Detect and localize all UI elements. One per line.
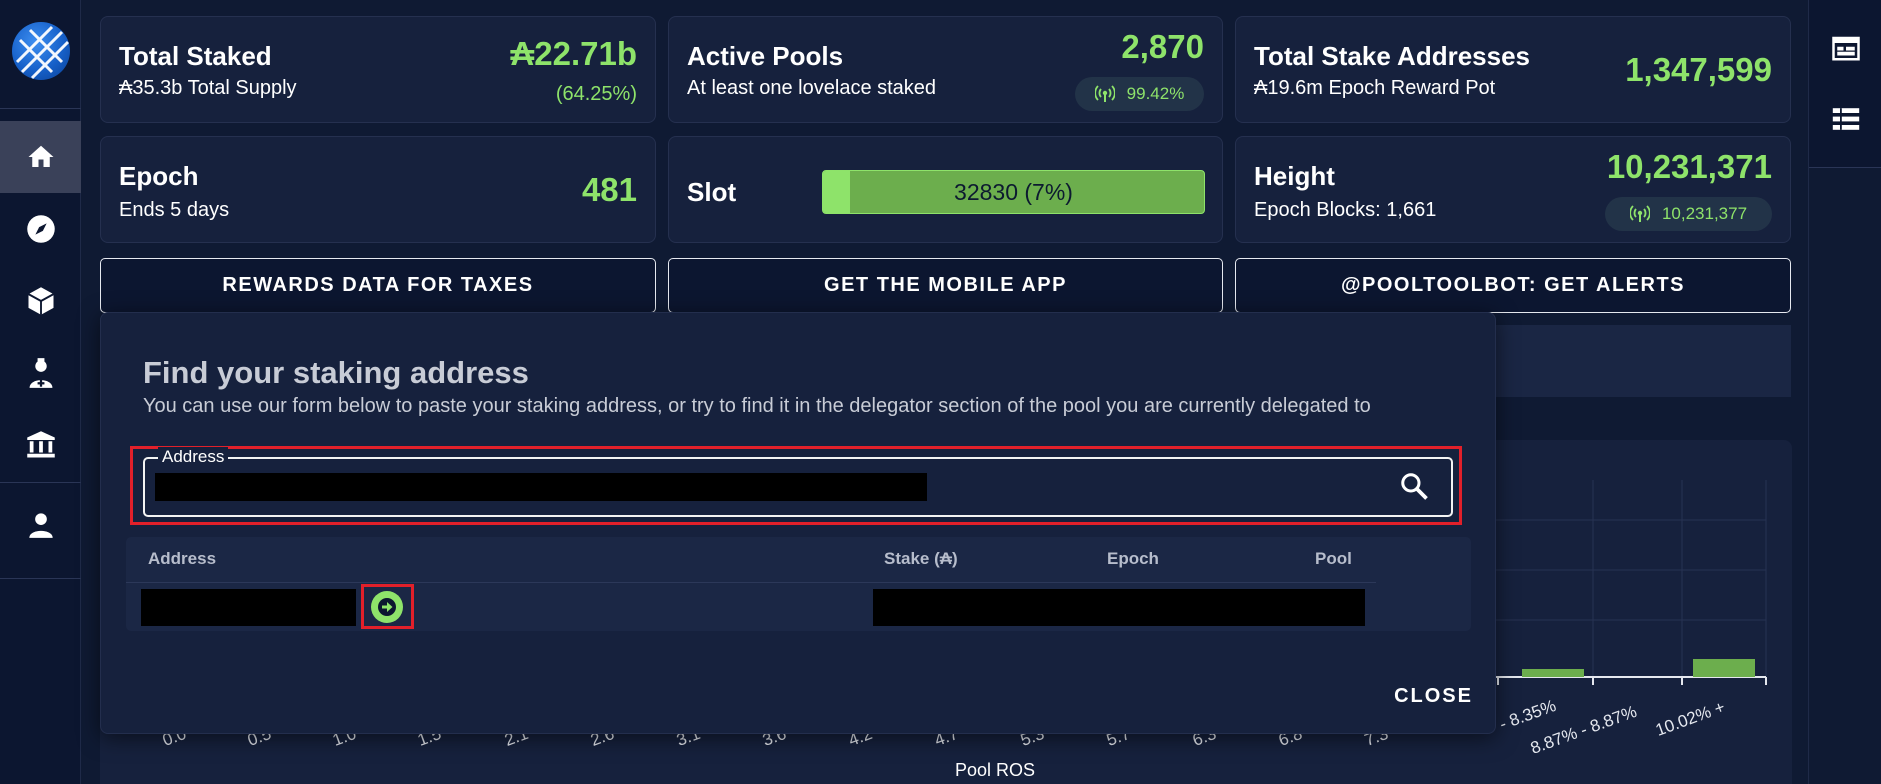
total-staked-pct: (64.25%) (555, 83, 637, 105)
epoch-blocks: Epoch Blocks: 1,661 (1254, 199, 1437, 221)
nav-pools[interactable] (0, 265, 81, 337)
pooltoolbot-alerts-button[interactable]: @POOLTOOLBOT: GET ALERTS (1235, 258, 1791, 313)
slot-progress-fill (823, 171, 850, 213)
chart-bar (1522, 669, 1584, 677)
epoch-title: Epoch (119, 161, 199, 191)
broadcast-icon (1094, 85, 1115, 102)
slot-progress-bar: 32830 (7%) (822, 170, 1205, 214)
nav-health[interactable] (0, 337, 81, 409)
results-table: Address Stake (₳) Epoch Pool (126, 537, 1471, 631)
card-slot: Slot 32830 (7%) (668, 136, 1223, 243)
chart-x-axis-title: Pool ROS (955, 760, 1036, 780)
redacted-row-values (873, 589, 1365, 626)
active-pools-sub: At least one lovelace staked (687, 77, 937, 99)
home-icon (28, 145, 53, 167)
total-supply-label: ₳35.3b Total Supply (119, 77, 297, 99)
calendar-icon[interactable] (1831, 33, 1861, 63)
col-address: Address (148, 549, 217, 568)
epoch-reward-pot: ₳19.6m Epoch Reward Pot (1254, 77, 1496, 99)
broadcast-icon (1629, 205, 1650, 222)
search-icon[interactable] (1399, 471, 1429, 506)
total-staked-value: ₳22.71b (510, 35, 637, 72)
stake-addresses-title: Total Stake Addresses (1254, 41, 1530, 71)
background-chart-right (1496, 440, 1792, 784)
background-panel-strip (1496, 325, 1791, 397)
row-go-button[interactable] (371, 591, 403, 623)
col-pool: Pool (1315, 549, 1352, 568)
nav-home[interactable] (0, 121, 81, 193)
card-epoch: Epoch Ends 5 days 481 (100, 136, 656, 243)
slot-title: Slot (687, 177, 737, 207)
bank-icon (26, 431, 55, 458)
card-height: Height Epoch Blocks: 1,661 10,231,371 10… (1235, 136, 1791, 243)
modal-description: You can use our form below to paste your… (143, 395, 1371, 417)
redacted-address-value (155, 473, 927, 501)
doctor-icon (29, 358, 52, 388)
table-divider (126, 582, 1376, 583)
globe-logo[interactable] (12, 22, 70, 80)
height-pill-value: 10,231,377 (1661, 204, 1748, 223)
active-pools-pill: 99.42% (1075, 77, 1204, 111)
compass-icon (26, 215, 55, 243)
address-field-highlight (130, 446, 1462, 525)
chart-bar (1693, 659, 1755, 677)
rewards-taxes-button[interactable]: REWARDS DATA FOR TAXES (100, 258, 656, 313)
epoch-ends: Ends 5 days (119, 199, 230, 221)
card-total-staked: Total Staked ₳35.3b Total Supply ₳22.71b… (100, 16, 656, 123)
modal-title: Find your staking address (143, 355, 529, 390)
close-button[interactable]: CLOSE (1394, 685, 1473, 707)
mobile-app-button[interactable]: GET THE MOBILE APP (668, 258, 1223, 313)
address-field-label: Address (158, 447, 229, 467)
active-pools-pill-value: 99.42% (1126, 84, 1185, 103)
list-icon[interactable] (1831, 104, 1861, 134)
user-icon (28, 513, 53, 538)
go-button-highlight (361, 584, 414, 629)
nav-account[interactable] (0, 489, 81, 561)
epoch-value: 481 (581, 171, 637, 208)
slot-progress-text: 32830 (7%) (954, 178, 1073, 205)
stake-addresses-value: 1,347,599 (1625, 51, 1772, 88)
total-staked-title: Total Staked (119, 41, 272, 71)
nav-explore[interactable] (0, 193, 81, 265)
address-input[interactable]: Address (143, 447, 1453, 517)
col-epoch: Epoch (1107, 549, 1159, 568)
height-value: 10,231,371 (1606, 148, 1772, 185)
right-sidebar-panel (1809, 0, 1881, 168)
left-sidebar (0, 0, 81, 784)
height-pill: 10,231,377 (1605, 197, 1772, 231)
nav-governance[interactable] (0, 409, 81, 481)
arrow-right-icon (378, 598, 396, 616)
redacted-row-address (141, 589, 356, 626)
card-active-pools: Active Pools At least one lovelace stake… (668, 16, 1223, 123)
card-stake-addresses: Total Stake Addresses ₳19.6m Epoch Rewar… (1235, 16, 1791, 123)
active-pools-value: 2,870 (1121, 28, 1204, 65)
col-stake: Stake (₳) (884, 549, 958, 568)
height-title: Height (1254, 161, 1335, 191)
cube-icon (27, 287, 54, 315)
active-pools-title: Active Pools (687, 41, 844, 71)
right-sidebar (1808, 0, 1881, 784)
